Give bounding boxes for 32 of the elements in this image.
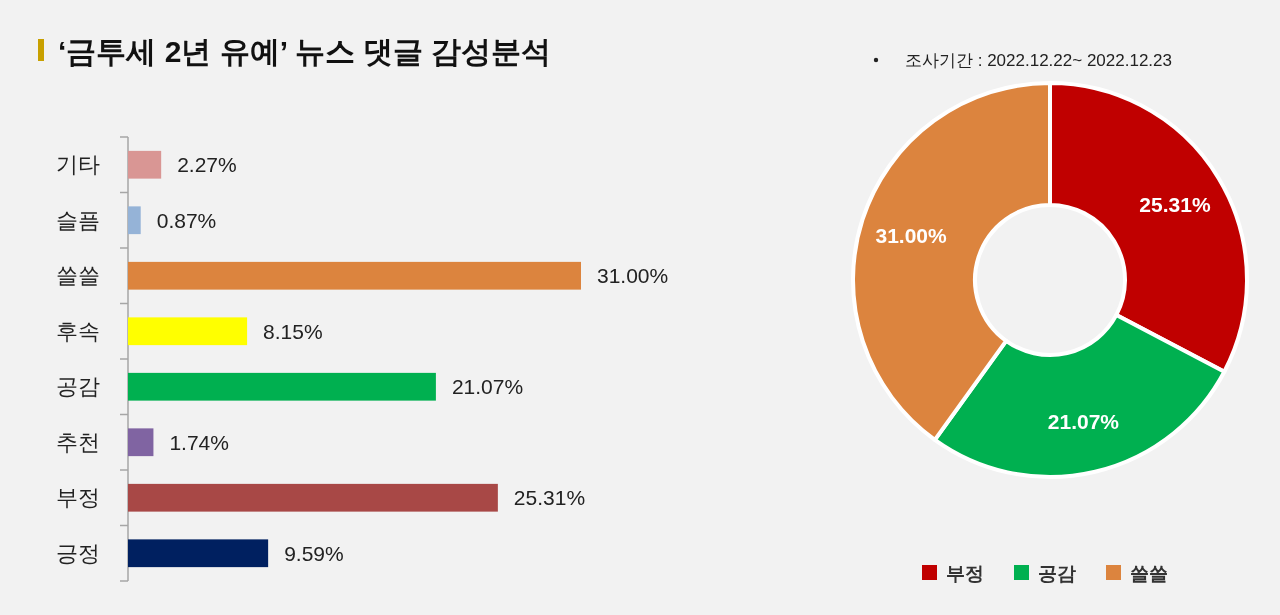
bar [128, 317, 248, 346]
data-label: 21.07% [1047, 410, 1120, 434]
data-label: 0.87% [156, 208, 217, 232]
y-tick-label: 긍정 [56, 540, 100, 566]
bar [128, 539, 269, 568]
data-label: 31.00% [597, 264, 669, 288]
data-label: 2.27% [177, 153, 237, 177]
y-tick-label: 쓸쓸 [56, 263, 100, 289]
bar [128, 372, 436, 401]
data-label: 8.15% [263, 319, 323, 343]
data-label: 25.31% [513, 486, 586, 510]
bar [128, 261, 581, 290]
text: 조사기간 : 2022.12.22~ 2022.12.23 [905, 51, 1172, 70]
y-tick-label: 기타 [56, 152, 100, 178]
data-label: 9.59% [284, 541, 344, 565]
y-tick-label: 추천 [56, 429, 100, 455]
y-tick-label: 부정 [56, 485, 100, 511]
bar [128, 428, 154, 457]
data-label: 21.07% [451, 375, 524, 399]
bar [128, 483, 498, 512]
data-label: 1.74% [169, 430, 229, 454]
data-label: 31.00% [875, 223, 947, 247]
legend-label: 쓸쓸 [1130, 562, 1168, 584]
bar [128, 150, 162, 179]
y-tick-label: 슬픔 [56, 207, 100, 233]
legend-label: 부정 [946, 562, 984, 584]
bar [128, 206, 141, 235]
legend-label: 공감 [1038, 562, 1076, 584]
chart-title: ‘금투세 2년 유예’ 뉴스 댓글 감성분석 [58, 35, 552, 68]
y-tick-label: 공감 [56, 374, 100, 400]
y-tick-label: 후속 [56, 318, 100, 344]
data-label: 25.31% [1139, 192, 1211, 216]
